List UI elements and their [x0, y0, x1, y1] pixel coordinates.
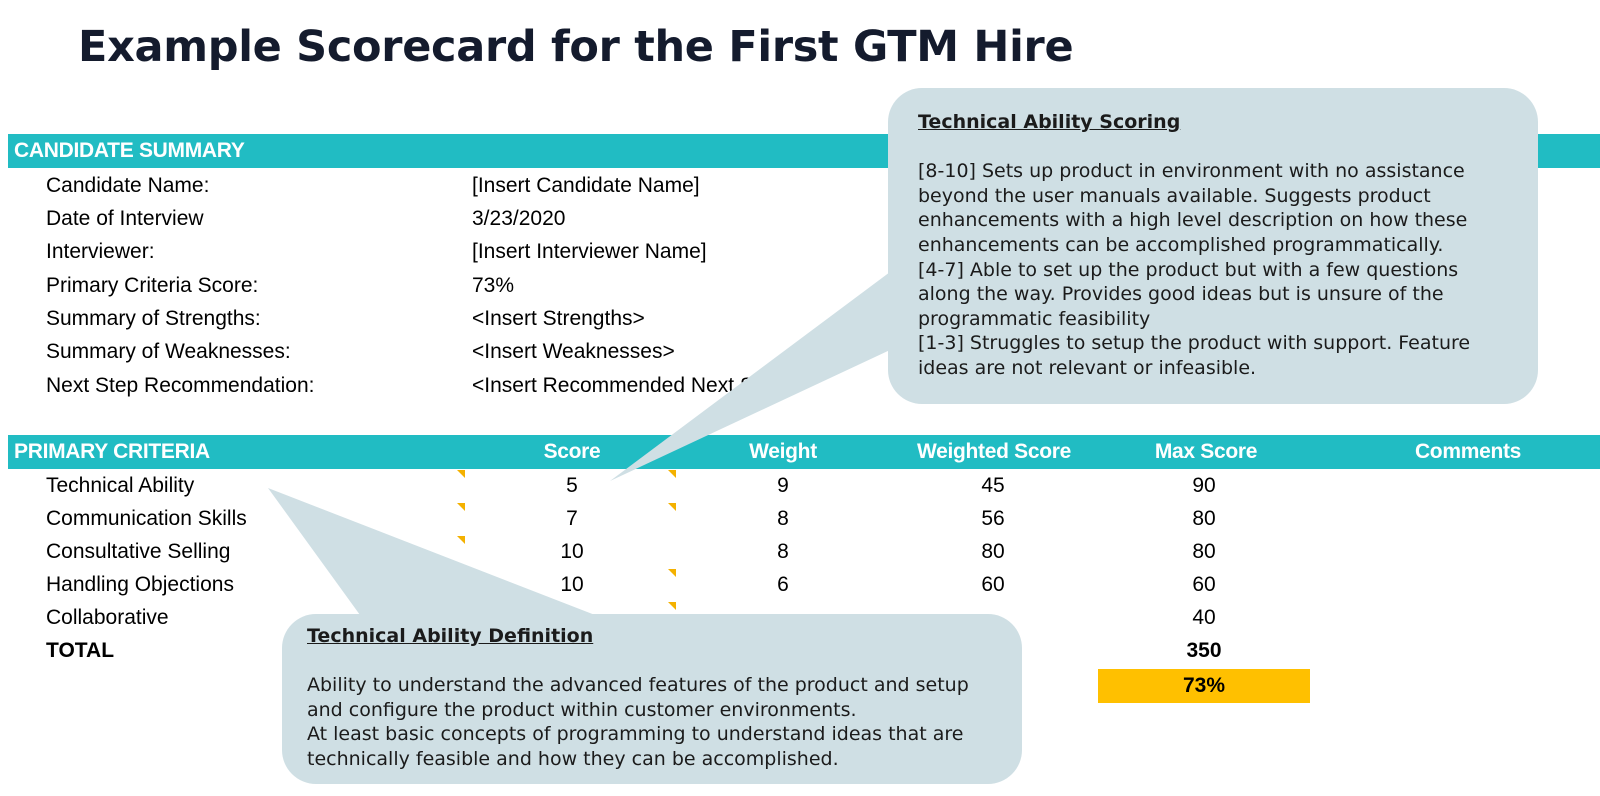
max-score-cell: 60 [1192, 573, 1216, 596]
summary-value: [Insert Interviewer Name] [472, 240, 707, 263]
definition-callout-line: and configure the product within custome… [307, 698, 857, 721]
column-header-max-score: Max Score [1154, 440, 1258, 463]
criteria-label: Consultative Selling [46, 540, 231, 563]
scoring-callout-line: [1-3] Struggles to setup the product wit… [918, 332, 1471, 355]
comment-flag-icon[interactable] [668, 503, 676, 511]
scoring-callout-line: beyond the user manuals available. Sugge… [918, 184, 1431, 207]
summary-value: 3/23/2020 [472, 207, 566, 230]
criteria-label: Communication Skills [46, 507, 247, 530]
definition-callout-line: At least basic concepts of programming t… [307, 723, 964, 746]
scoring-callout-line: [8-10] Sets up product in environment wi… [918, 160, 1465, 183]
scoring-callout-line: enhancements with a high level descripti… [918, 209, 1468, 232]
score-cell: 10 [560, 573, 584, 596]
primary-criteria-title: PRIMARY CRITERIA [14, 440, 210, 463]
max-score-cell: 90 [1192, 474, 1216, 497]
definition-callout-line: technically feasible and how they can be… [307, 747, 839, 770]
comment-flag-icon[interactable] [457, 470, 465, 478]
score-cell: 7 [566, 507, 578, 530]
score-cell: 10 [560, 540, 584, 563]
weighted-score-cell: 45 [981, 474, 1005, 497]
summary-label: Primary Criteria Score: [46, 274, 259, 297]
total-label: TOTAL [46, 639, 115, 662]
max-score-cell: 80 [1192, 507, 1216, 530]
summary-value: [Insert Candidate Name] [472, 174, 700, 197]
technical-ability-definition-callout: Technical Ability Definition Ability to … [282, 614, 1022, 784]
criteria-label: Technical Ability [46, 474, 195, 497]
summary-label: Next Step Recommendation: [46, 374, 315, 397]
column-header-comments: Comments [1414, 440, 1522, 463]
summary-label: Summary of Strengths: [46, 307, 261, 330]
primary-criteria-header: PRIMARY CRITERIA Score Weight Weighted S… [8, 435, 1600, 469]
comment-flag-icon[interactable] [457, 503, 465, 511]
scoring-callout-line: along the way. Provides good ideas but i… [918, 283, 1444, 306]
definition-callout-heading: Technical Ability Definition [307, 625, 594, 647]
column-header-score: Score [543, 440, 601, 463]
scoring-callout-line: programmatic feasibility [918, 307, 1151, 330]
comment-flag-icon[interactable] [457, 536, 465, 544]
summary-value: <Insert Strengths> [472, 307, 645, 330]
comment-flag-icon[interactable] [668, 602, 676, 610]
scoring-callout-tail [610, 272, 890, 481]
scoring-callout-line: [4-7] Able to set up the product but wit… [918, 258, 1459, 281]
weighted-score-cell: 80 [981, 540, 1005, 563]
definition-callout-line: Ability to understand the advanced featu… [307, 674, 969, 697]
scoring-callout-line: enhancements can be accomplished program… [918, 233, 1444, 256]
summary-label: Interviewer: [46, 240, 155, 263]
summary-label: Date of Interview [46, 207, 204, 230]
summary-label: Candidate Name: [46, 174, 210, 197]
weight-cell: 8 [777, 507, 789, 530]
comment-flag-icon[interactable] [668, 569, 676, 577]
score-cell: 5 [566, 474, 578, 497]
weighted-score-cell: 60 [981, 573, 1005, 596]
column-header-weight: Weight [749, 440, 817, 463]
weighted-score-cell: 56 [981, 507, 1005, 530]
max-score-cell: 80 [1192, 540, 1216, 563]
technical-ability-scoring-callout: Technical Ability Scoring [8-10] Sets up… [888, 88, 1538, 404]
weight-cell: 8 [777, 540, 789, 563]
criteria-label: Handling Objections [46, 573, 234, 596]
summary-value: 73% [472, 274, 515, 297]
scoring-callout-line: ideas are not relevant or infeasible. [918, 356, 1257, 379]
page-title: Example Scorecard for the First GTM Hire [78, 22, 1074, 72]
total-percentage-box [1098, 669, 1310, 703]
column-header-weighted-score: Weighted Score [916, 440, 1072, 463]
max-score-cell: 40 [1192, 606, 1216, 629]
summary-label: Summary of Weaknesses: [46, 340, 291, 363]
criteria-label: Collaborative [46, 606, 169, 629]
summary-value: <Insert Weaknesses> [472, 340, 675, 363]
scoring-callout-heading: Technical Ability Scoring [918, 111, 1181, 133]
total-percentage: 73% [1182, 674, 1226, 697]
comment-flag-icon[interactable] [668, 470, 676, 478]
weight-cell: 9 [777, 474, 789, 497]
summary-value: <Insert Recommended Next Steps> [472, 374, 806, 397]
definition-callout-tail [268, 488, 595, 615]
total-max-score: 350 [1186, 639, 1222, 662]
weight-cell: 6 [777, 573, 789, 596]
candidate-summary-title: CANDIDATE SUMMARY [14, 139, 245, 162]
